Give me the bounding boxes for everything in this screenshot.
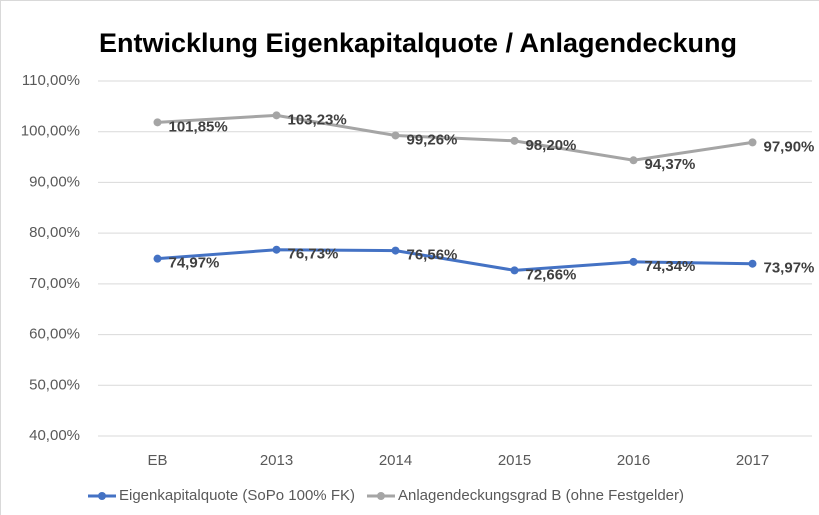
data-point	[391, 131, 400, 140]
data-label: 94,37%	[645, 156, 696, 173]
data-label: 74,34%	[645, 258, 696, 275]
data-point	[153, 254, 162, 263]
y-tick-label: 110,00%	[22, 72, 80, 89]
x-tick-label: EB	[147, 452, 167, 469]
data-label: 97,90%	[764, 138, 815, 155]
y-tick-label: 100,00%	[21, 123, 80, 140]
data-point	[272, 245, 281, 254]
chart-title: Entwicklung Eigenkapitalquote / Anlagend…	[99, 28, 737, 58]
y-tick-label: 70,00%	[29, 275, 80, 292]
data-label: 98,20%	[526, 137, 577, 154]
x-tick-label: 2014	[379, 452, 412, 469]
data-label: 76,56%	[407, 247, 458, 264]
data-point	[391, 246, 400, 255]
data-label: 103,23%	[288, 111, 347, 128]
y-tick-label: 40,00%	[29, 427, 80, 444]
y-tick-label: 60,00%	[29, 326, 80, 343]
legend-label: Anlagendeckungsgrad B (ohne Festgelder)	[398, 487, 684, 504]
series-line	[157, 113, 753, 162]
data-label: 74,97%	[169, 255, 220, 272]
x-tick-label: 2015	[498, 452, 531, 469]
x-tick-label: 2016	[617, 452, 650, 469]
legend-label: Eigenkapitalquote (SoPo 100% FK)	[119, 487, 355, 504]
data-point	[510, 136, 519, 145]
x-tick-label: 2017	[736, 452, 769, 469]
series-line	[157, 248, 753, 272]
legend-marker	[98, 492, 106, 500]
y-tick-label: 90,00%	[29, 173, 80, 190]
data-point	[510, 266, 519, 275]
data-label: 73,97%	[764, 260, 815, 277]
y-tick-label: 80,00%	[29, 224, 80, 241]
data-label: 99,26%	[407, 131, 458, 148]
data-point	[748, 138, 757, 147]
x-tick-label: 2013	[260, 452, 293, 469]
data-point	[272, 111, 281, 120]
legend-marker	[376, 492, 385, 500]
data-point	[629, 156, 638, 165]
data-label: 76,73%	[288, 246, 339, 263]
data-label: 72,66%	[526, 266, 577, 283]
data-point	[629, 257, 638, 266]
data-point	[153, 118, 162, 127]
y-tick-label: 50,00%	[29, 376, 80, 393]
data-point	[748, 259, 757, 268]
data-label: 101,85%	[169, 118, 228, 135]
